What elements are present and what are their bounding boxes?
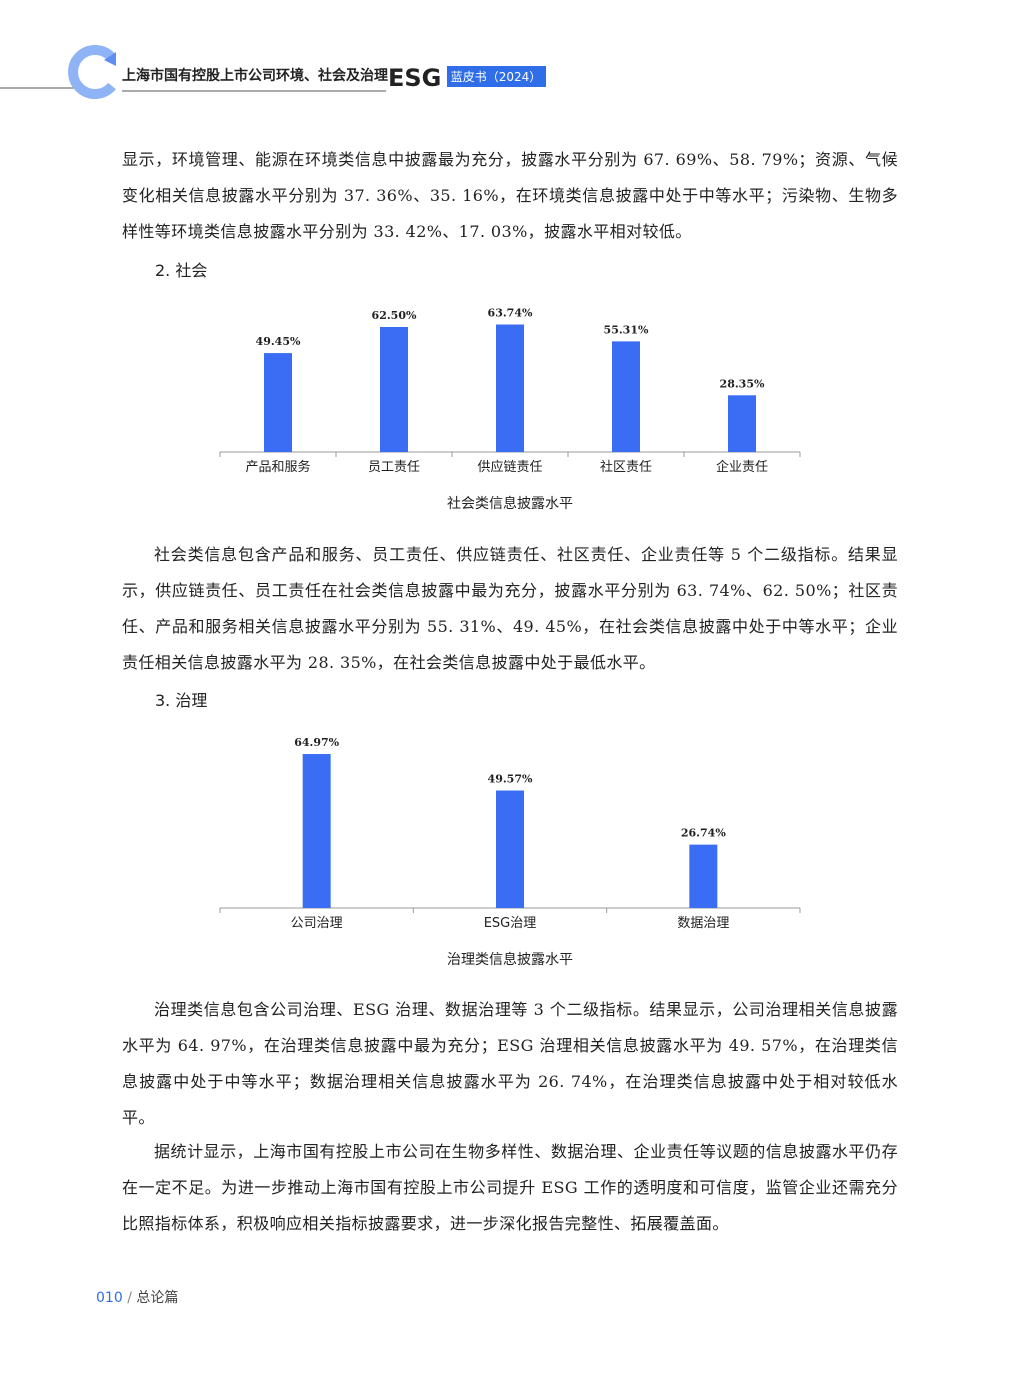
bar [380,327,408,452]
chart-caption: 治理类信息披露水平 [447,951,573,968]
logo [68,45,116,99]
value-label: 49.57% [488,773,533,786]
footer: 010 / 总论篇 [96,1287,178,1307]
category-label: 数据治理 [677,916,729,931]
paragraph: 显示，环境管理、能源在环境类信息中披露最为充分，披露水平分别为 67. 69%、… [122,150,898,241]
bar [496,790,524,908]
category-label: ESG治理 [484,916,537,931]
bar [612,341,640,452]
bar [496,324,524,452]
bar [728,395,756,452]
bar [689,844,718,908]
bar [302,754,331,908]
footer-separator: / [127,1290,132,1306]
section-heading: 2. 社会 [155,261,208,280]
paragraph: 治理类信息包含公司治理、ESG 治理、数据治理等 3 个二级指标。结果显示，公司… [122,1000,898,1127]
header-badge: 蓝皮书（2024） [451,70,542,84]
value-label: 28.35% [720,377,765,390]
header-title: 上海市国有控股上市公司环境、社会及治理 [122,67,388,84]
bar [264,353,292,452]
category-label: 产品和服务 [245,459,310,475]
category-label: 员工责任 [368,460,420,475]
paragraph: 据统计显示，上海市国有控股上市公司在生物多样性、数据治理、企业责任等议题的信息披… [122,1142,898,1233]
value-label: 49.45% [256,335,301,348]
value-label: 26.74% [681,827,726,840]
chart: 49.45% 产品和服务 62.50% 员工责任 63.74% 供应链责任 55.31% 社区… [219,307,801,512]
chart-caption: 社会类信息披露水平 [447,495,573,512]
badge-bg [447,66,546,87]
value-label: 64.97% [294,736,339,749]
header: 上海市国有控股上市公司环境、社会及治理 ESG 蓝皮书（2024） [0,45,546,99]
paragraph: 社会类信息包含产品和服务、员工责任、供应链责任、社区责任、企业责任等 5 个二级… [122,545,898,672]
value-label: 63.74% [488,307,533,320]
footer-section: 总论篇 [136,1290,179,1306]
category-label: 企业责任 [716,459,768,475]
value-label: 62.50% [372,309,417,322]
page-number: 010 [96,1290,123,1306]
category-label: 公司治理 [291,916,343,931]
category-label: 供应链责任 [477,459,542,475]
category-label: 社区责任 [600,459,652,475]
section-heading: 3. 治理 [155,691,208,710]
value-label: 55.31% [604,323,649,336]
logo-arrow [104,52,116,66]
header-esg: ESG [388,64,441,92]
